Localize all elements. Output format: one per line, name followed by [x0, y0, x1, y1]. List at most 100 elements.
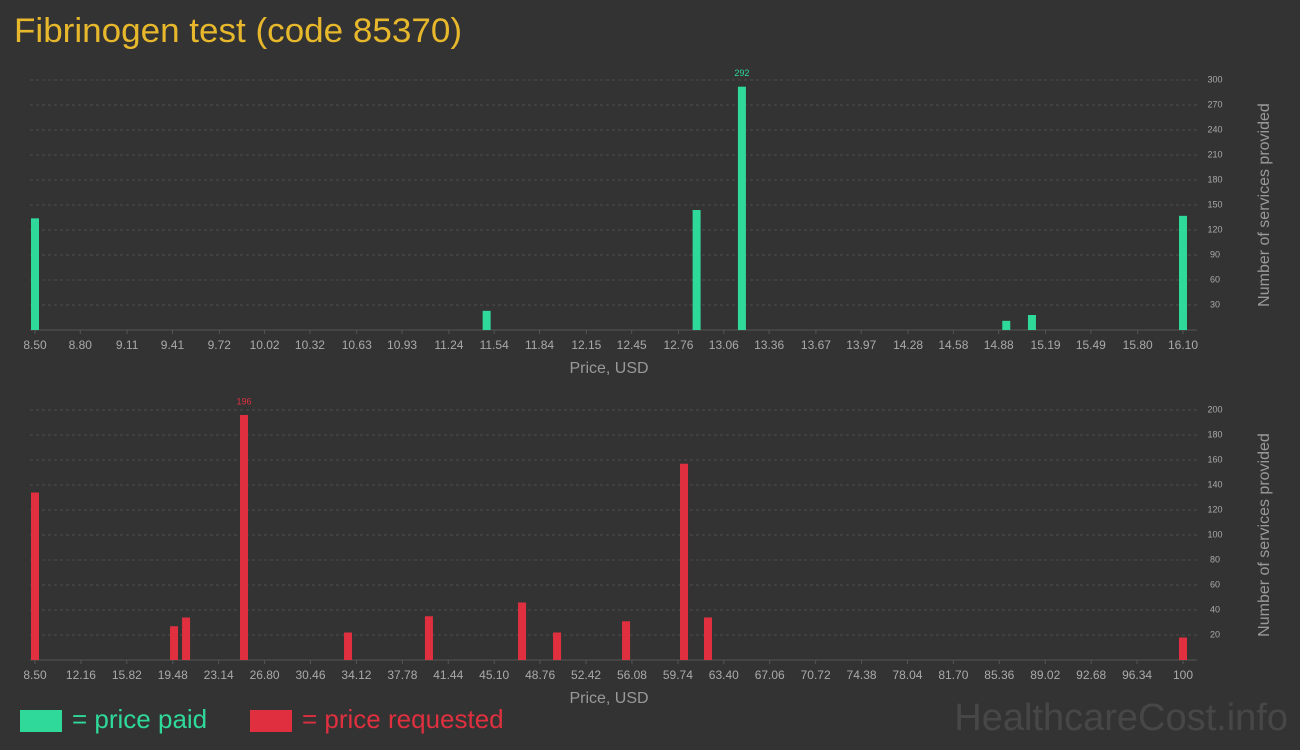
x-tick-label: 15.49: [1076, 338, 1106, 352]
x-tick-label: 63.40: [709, 668, 739, 682]
x-tick-label: 16.10: [1168, 338, 1198, 352]
x-tick-label: 78.04: [892, 668, 922, 682]
x-tick-label: 11.84: [525, 338, 554, 352]
x-tick-label: 10.02: [250, 338, 280, 352]
x-tick-label: 10.93: [387, 338, 417, 352]
page-title: Fibrinogen test (code 85370): [14, 12, 462, 50]
x-tick-label: 74.38: [847, 668, 877, 682]
watermark: HealthcareCost.info: [954, 697, 1288, 739]
x-tick-label: 14.58: [938, 338, 968, 352]
y-tick-label: 160: [1207, 454, 1222, 464]
bar: [482, 310, 491, 330]
y-tick-label: 40: [1210, 604, 1220, 614]
x-tick-label: 11.24: [434, 338, 463, 352]
y-tick-label: 150: [1207, 199, 1222, 209]
bar: [240, 415, 249, 660]
bar: [680, 463, 689, 660]
legend-label: = price requested: [302, 704, 504, 734]
bar: [1179, 215, 1187, 330]
y-tick-label: 20: [1210, 629, 1220, 639]
x-tick-label: 14.28: [893, 338, 923, 352]
x-axis-label: Price, USD: [569, 360, 648, 377]
x-tick-label: 12.15: [571, 338, 601, 352]
bar: [518, 602, 527, 660]
x-tick-label: 8.80: [69, 338, 93, 352]
y-tick-label: 120: [1207, 504, 1222, 514]
x-axis-label: Price, USD: [569, 690, 648, 707]
y-tick-label: 60: [1210, 274, 1220, 284]
x-tick-label: 89.02: [1030, 668, 1060, 682]
x-tick-label: 12.16: [66, 668, 96, 682]
x-tick-label: 14.88: [984, 338, 1014, 352]
y-tick-label: 60: [1210, 579, 1220, 589]
x-tick-label: 30.46: [296, 668, 326, 682]
y-tick-label: 200: [1207, 404, 1222, 414]
x-tick-label: 15.19: [1031, 338, 1061, 352]
x-tick-label: 48.76: [525, 668, 555, 682]
x-tick-label: 13.67: [801, 338, 831, 352]
x-tick-label: 45.10: [479, 668, 509, 682]
legend-swatch: [250, 710, 292, 732]
legend-swatch: [20, 710, 62, 732]
bar: [692, 210, 701, 330]
value-label: 196: [237, 396, 252, 406]
bar: [1002, 320, 1011, 330]
bar: [170, 626, 179, 660]
y-tick-label: 180: [1207, 174, 1222, 184]
x-tick-label: 96.34: [1122, 668, 1152, 682]
bar: [703, 617, 712, 660]
y-axis-label: Number of services provided: [1256, 433, 1273, 637]
x-tick-label: 70.72: [801, 668, 831, 682]
y-tick-label: 240: [1207, 124, 1222, 134]
y-tick-label: 80: [1210, 554, 1220, 564]
y-axis-label: Number of services provided: [1256, 103, 1273, 307]
x-tick-label: 8.50: [23, 668, 47, 682]
x-tick-label: 19.48: [158, 668, 188, 682]
y-tick-label: 180: [1207, 429, 1222, 439]
x-tick-label: 67.06: [755, 668, 785, 682]
x-tick-label: 56.08: [617, 668, 647, 682]
y-tick-label: 300: [1207, 74, 1222, 84]
x-tick-label: 41.44: [433, 668, 463, 682]
legend-label: = price paid: [72, 704, 207, 734]
bar: [622, 621, 631, 660]
x-tick-label: 11.54: [480, 338, 509, 352]
x-tick-label: 52.42: [571, 668, 601, 682]
x-tick-label: 15.80: [1123, 338, 1153, 352]
x-tick-label: 92.68: [1076, 668, 1106, 682]
x-tick-label: 8.50: [23, 338, 47, 352]
bar: [737, 86, 746, 331]
x-tick-label: 13.06: [709, 338, 739, 352]
bar: [182, 617, 191, 660]
x-tick-label: 34.12: [341, 668, 371, 682]
x-tick-label: 15.82: [112, 668, 142, 682]
bar: [344, 632, 353, 660]
x-tick-label: 100: [1173, 668, 1193, 682]
x-tick-label: 10.63: [342, 338, 372, 352]
y-tick-label: 100: [1207, 529, 1222, 539]
y-tick-label: 140: [1207, 479, 1222, 489]
y-tick-label: 120: [1207, 224, 1222, 234]
bar: [31, 492, 39, 660]
x-tick-label: 9.41: [161, 338, 185, 352]
x-tick-label: 13.97: [846, 338, 876, 352]
bar: [1179, 637, 1187, 660]
x-tick-label: 13.36: [754, 338, 784, 352]
y-tick-label: 270: [1207, 99, 1222, 109]
x-tick-label: 12.45: [617, 338, 647, 352]
x-tick-label: 23.14: [204, 668, 234, 682]
y-tick-label: 30: [1210, 299, 1220, 309]
bar: [424, 616, 433, 660]
x-tick-label: 37.78: [387, 668, 417, 682]
x-tick-label: 81.70: [938, 668, 968, 682]
x-tick-label: 59.74: [663, 668, 693, 682]
bar: [1027, 315, 1036, 330]
y-tick-label: 210: [1207, 149, 1222, 159]
value-label: 292: [734, 68, 749, 78]
x-tick-label: 12.76: [663, 338, 693, 352]
x-tick-label: 9.72: [208, 338, 232, 352]
x-tick-label: 10.32: [295, 338, 325, 352]
x-tick-label: 85.36: [984, 668, 1014, 682]
